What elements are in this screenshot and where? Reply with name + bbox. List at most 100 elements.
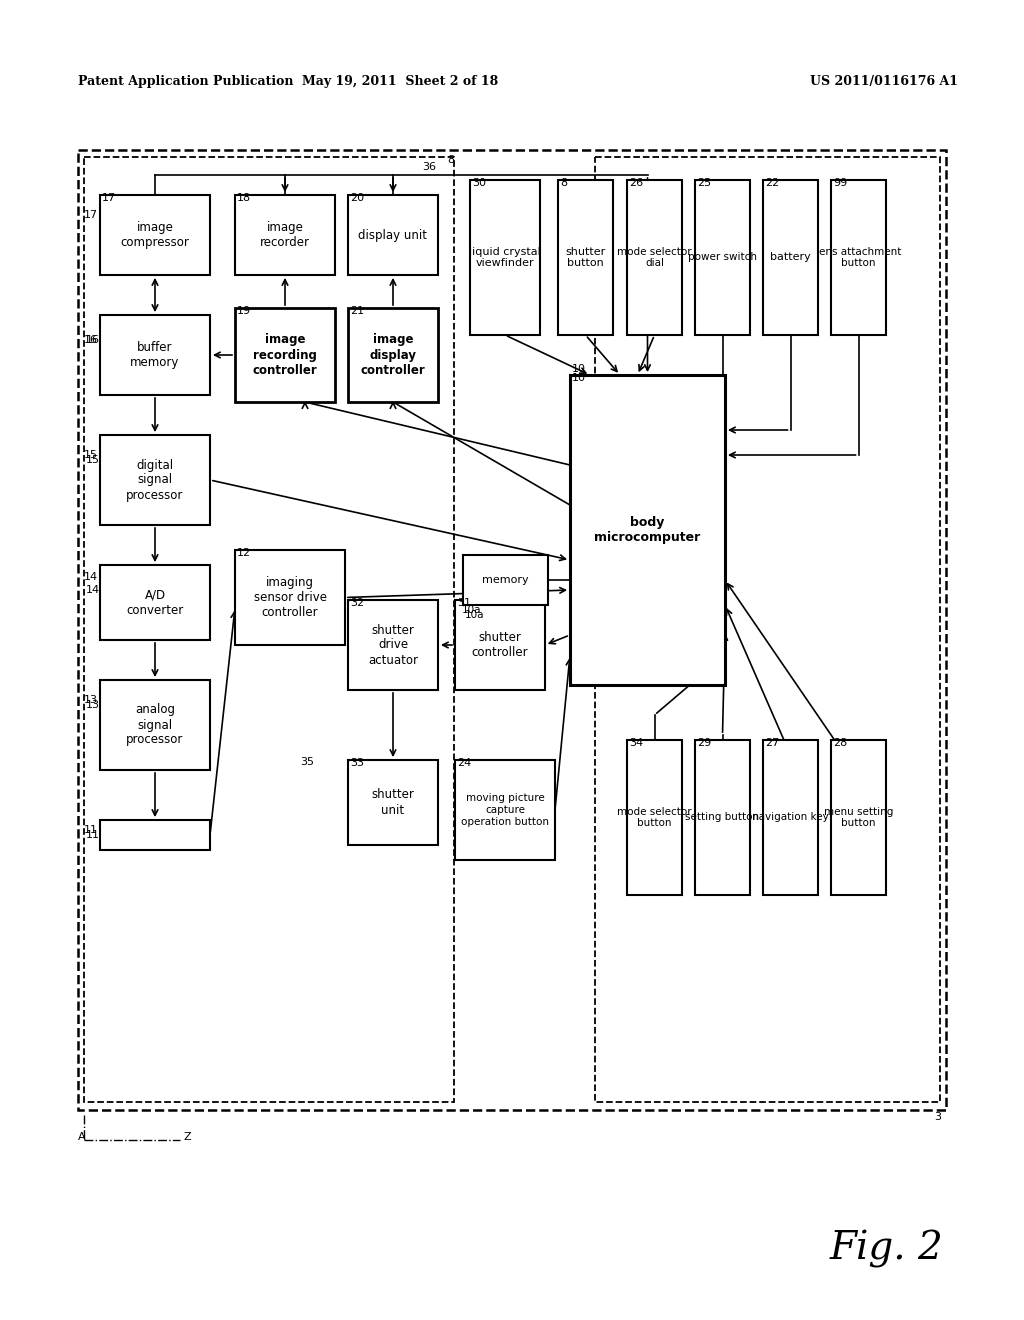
- Text: shutter
unit: shutter unit: [372, 788, 415, 817]
- Text: 17: 17: [102, 193, 116, 203]
- Bar: [627, 180, 682, 335]
- Text: image
display
controller: image display controller: [360, 334, 425, 376]
- Bar: [348, 308, 438, 403]
- Text: 13: 13: [86, 700, 100, 710]
- Bar: [348, 601, 438, 690]
- Bar: [831, 741, 886, 895]
- Text: 21: 21: [350, 306, 365, 315]
- Text: mode selector
button: mode selector button: [617, 807, 692, 829]
- Text: image
compressor: image compressor: [121, 220, 189, 249]
- Bar: [763, 741, 818, 895]
- Text: Z: Z: [183, 1133, 190, 1142]
- Text: 27: 27: [765, 738, 779, 748]
- Text: 14: 14: [86, 585, 100, 595]
- Text: 10: 10: [572, 364, 586, 374]
- Text: 12: 12: [237, 548, 251, 558]
- Text: liquid crystal
viewfinder: liquid crystal viewfinder: [469, 247, 541, 268]
- Bar: [348, 195, 438, 275]
- Bar: [695, 180, 750, 335]
- Bar: [100, 195, 210, 275]
- Bar: [234, 195, 335, 275]
- Text: 11: 11: [86, 830, 100, 840]
- Text: 13: 13: [84, 696, 98, 705]
- Text: memory: memory: [482, 576, 528, 585]
- Bar: [831, 180, 886, 335]
- Text: 8: 8: [560, 178, 567, 187]
- Text: 10: 10: [572, 374, 586, 383]
- Text: 35: 35: [300, 756, 314, 767]
- Text: 17: 17: [84, 210, 98, 220]
- Text: A/D
converter: A/D converter: [126, 589, 183, 616]
- Bar: [558, 180, 613, 335]
- Text: 14: 14: [84, 572, 98, 582]
- Text: shutter
drive
actuator: shutter drive actuator: [368, 623, 418, 667]
- Text: 20: 20: [350, 193, 365, 203]
- Text: May 19, 2011  Sheet 2 of 18: May 19, 2011 Sheet 2 of 18: [302, 75, 498, 88]
- Text: 31: 31: [457, 598, 471, 609]
- Text: 26: 26: [629, 178, 643, 187]
- Bar: [100, 680, 210, 770]
- Text: 15: 15: [84, 450, 98, 459]
- Text: moving picture
capture
operation button: moving picture capture operation button: [461, 793, 549, 826]
- Bar: [763, 180, 818, 335]
- Bar: [100, 315, 210, 395]
- Text: lens attachment
button: lens attachment button: [816, 247, 901, 268]
- Text: shutter
button: shutter button: [565, 247, 605, 268]
- Text: 18: 18: [237, 193, 251, 203]
- Text: buffer
memory: buffer memory: [130, 341, 179, 370]
- Bar: [455, 760, 555, 861]
- Text: image
recorder: image recorder: [260, 220, 310, 249]
- Text: 22: 22: [765, 178, 779, 187]
- Text: 19: 19: [237, 306, 251, 315]
- Text: 16: 16: [84, 335, 98, 345]
- Bar: [100, 436, 210, 525]
- Text: 32: 32: [350, 598, 365, 609]
- Bar: [78, 150, 946, 1110]
- Text: 36: 36: [422, 162, 436, 172]
- Text: 8: 8: [447, 154, 454, 165]
- Text: 10a: 10a: [462, 605, 481, 615]
- Bar: [100, 565, 210, 640]
- Text: display unit: display unit: [358, 228, 427, 242]
- Bar: [463, 554, 548, 605]
- Text: Patent Application Publication: Patent Application Publication: [78, 75, 294, 88]
- Bar: [234, 550, 345, 645]
- Text: 30: 30: [472, 178, 486, 187]
- Text: power switch: power switch: [688, 252, 757, 263]
- Text: digital
signal
processor: digital signal processor: [126, 458, 183, 502]
- Text: 28: 28: [833, 738, 847, 748]
- Bar: [84, 157, 454, 1102]
- Text: imaging
sensor drive
controller: imaging sensor drive controller: [254, 576, 327, 619]
- Text: shutter
controller: shutter controller: [472, 631, 528, 659]
- Text: US 2011/0116176 A1: US 2011/0116176 A1: [810, 75, 958, 88]
- Text: body
microcomputer: body microcomputer: [594, 516, 700, 544]
- Bar: [455, 601, 545, 690]
- Text: setting button: setting button: [685, 813, 760, 822]
- Bar: [570, 375, 725, 685]
- Bar: [348, 760, 438, 845]
- Text: 11: 11: [84, 825, 98, 836]
- Text: menu setting
button: menu setting button: [824, 807, 893, 829]
- Text: image
recording
controller: image recording controller: [253, 334, 317, 376]
- Text: 16: 16: [86, 335, 100, 345]
- Text: 99: 99: [833, 178, 847, 187]
- Bar: [695, 741, 750, 895]
- Text: mode selector
dial: mode selector dial: [617, 247, 692, 268]
- Text: 15: 15: [86, 455, 100, 465]
- Text: Fig. 2: Fig. 2: [830, 1230, 944, 1269]
- Text: 29: 29: [697, 738, 712, 748]
- Bar: [470, 180, 540, 335]
- Bar: [234, 308, 335, 403]
- Bar: [595, 157, 940, 1102]
- Text: analog
signal
processor: analog signal processor: [126, 704, 183, 747]
- Text: navigation key: navigation key: [752, 813, 828, 822]
- Bar: [627, 741, 682, 895]
- Text: 10a: 10a: [465, 610, 484, 620]
- Text: battery: battery: [770, 252, 811, 263]
- Text: 25: 25: [697, 178, 711, 187]
- Text: A: A: [78, 1133, 86, 1142]
- Text: 33: 33: [350, 758, 364, 768]
- Bar: [100, 820, 210, 850]
- Text: 3: 3: [934, 1111, 941, 1122]
- Text: 34: 34: [629, 738, 643, 748]
